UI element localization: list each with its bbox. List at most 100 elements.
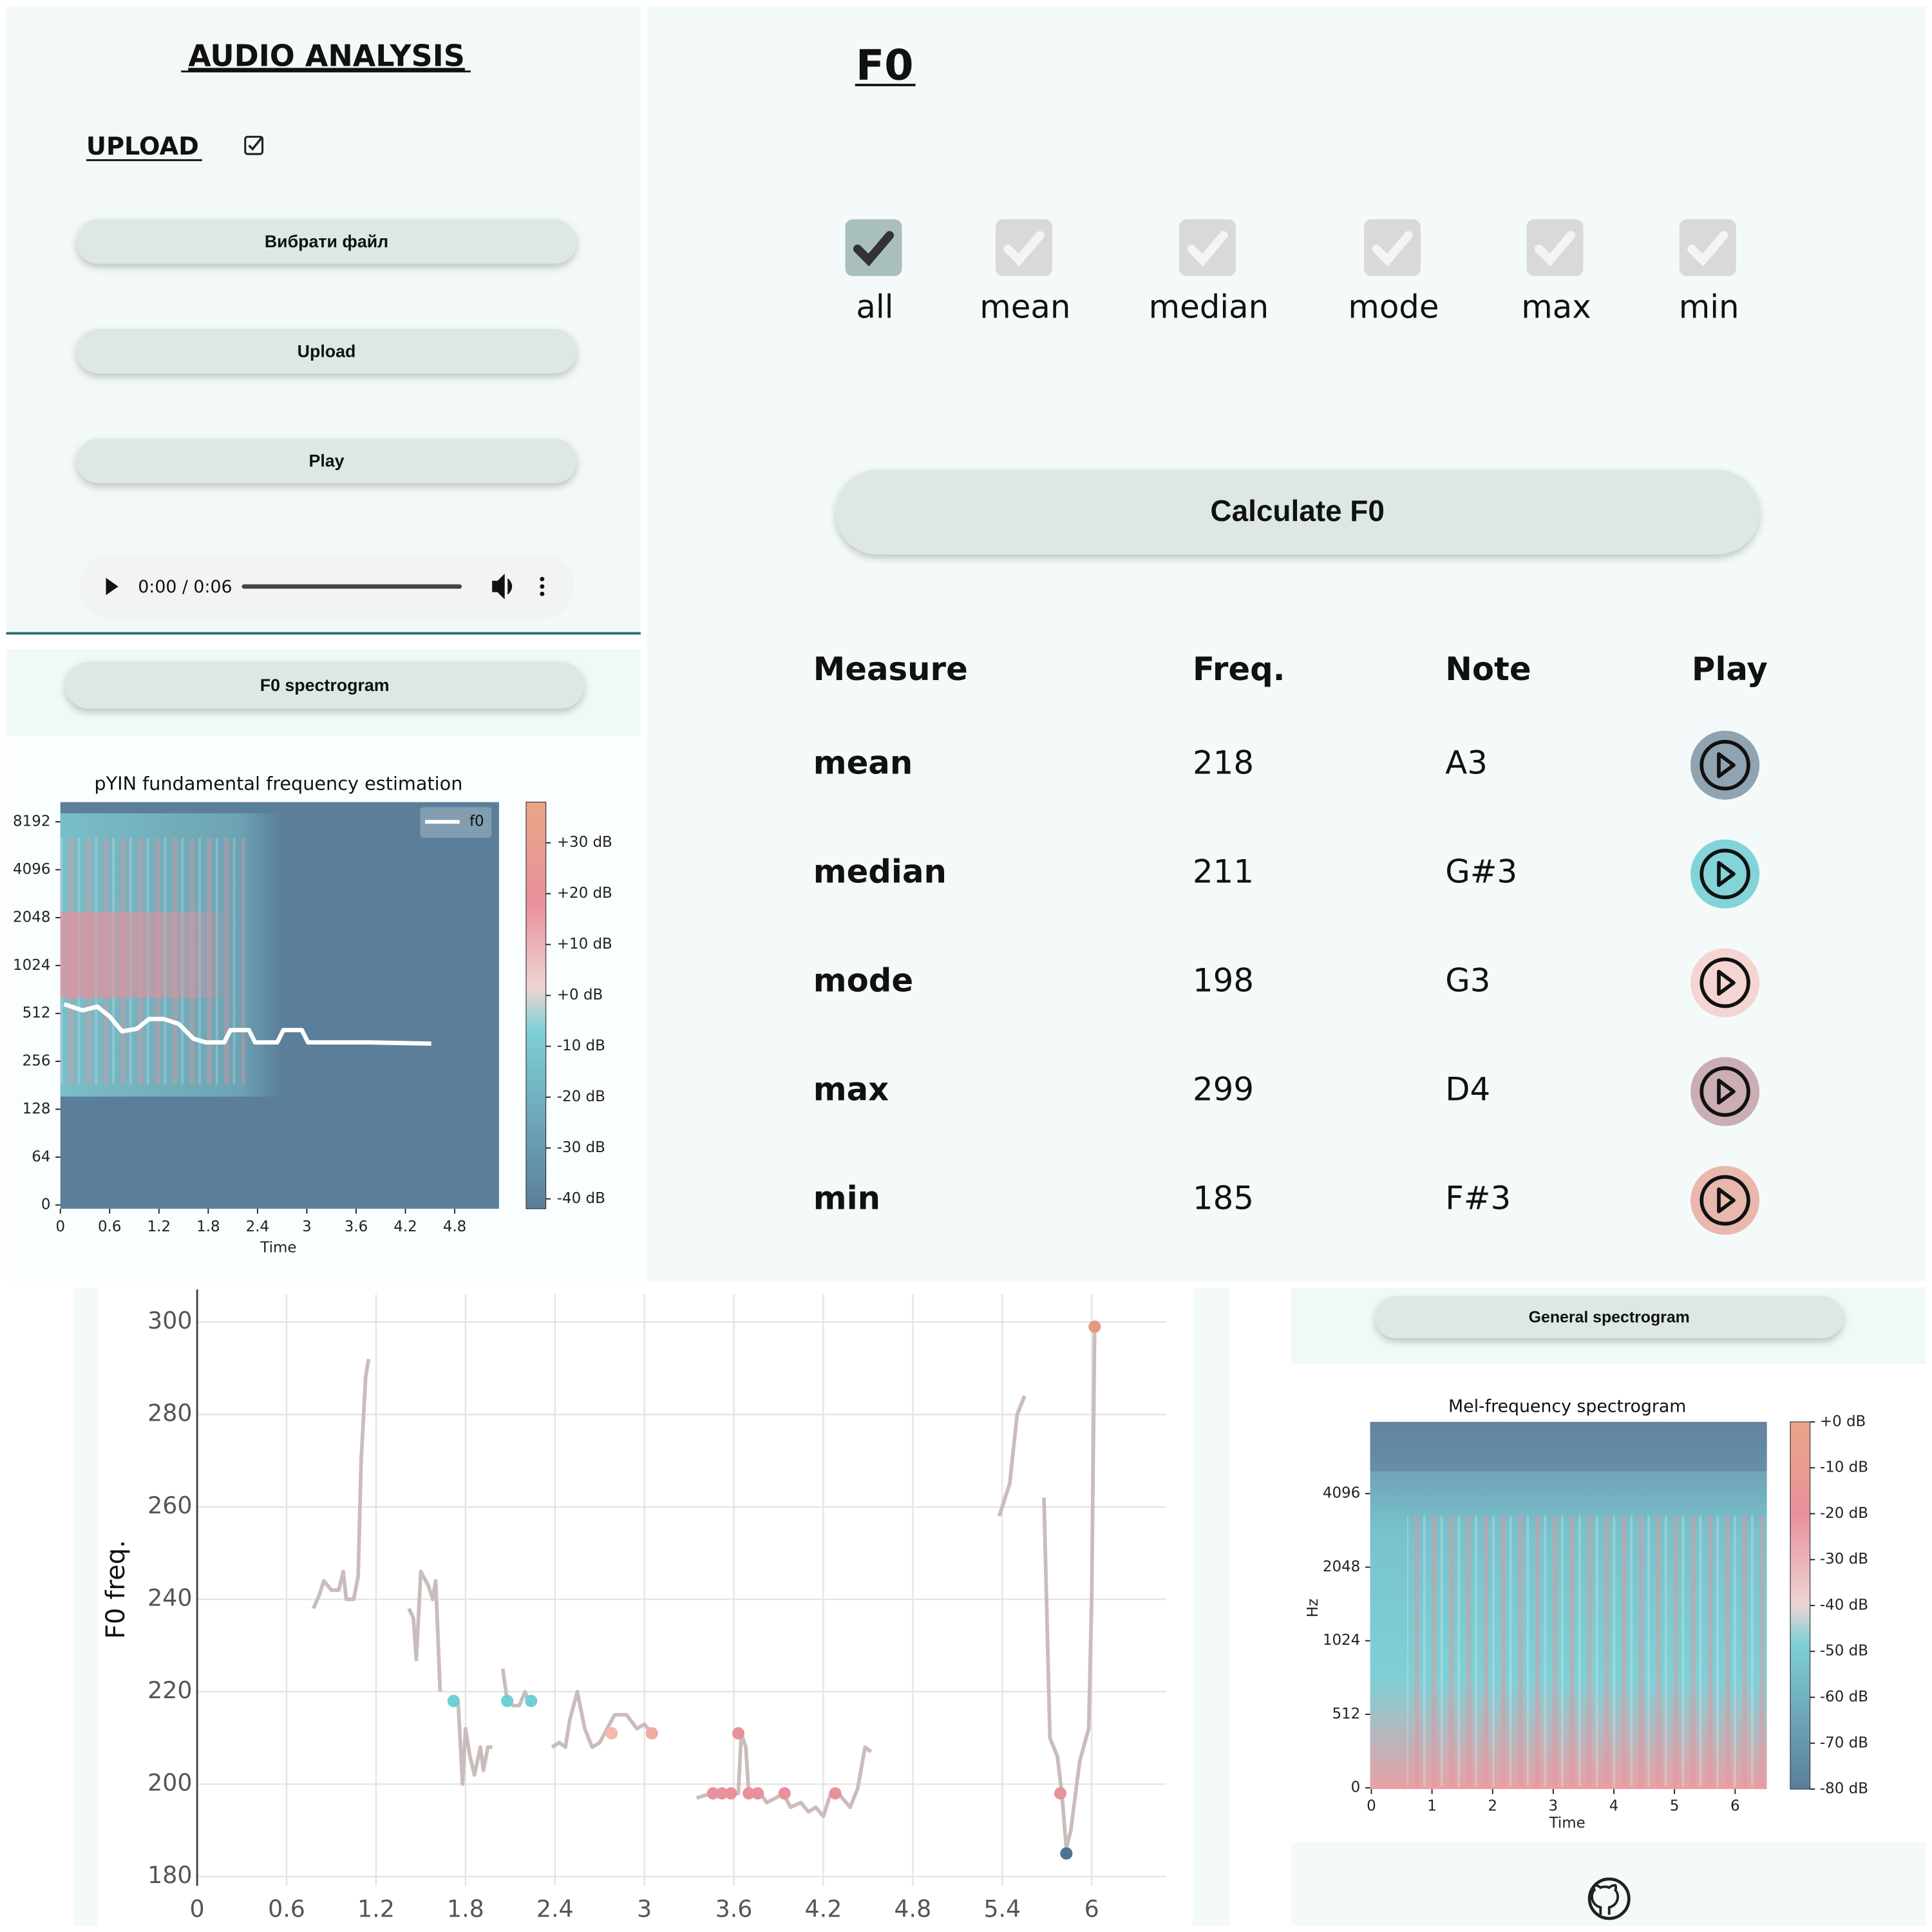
play-ring: [1700, 1175, 1750, 1226]
button-bg: [65, 661, 584, 709]
f0-point: [778, 1787, 791, 1800]
x-tick-label: 2: [1488, 1797, 1497, 1814]
f0-chart-area: [99, 1287, 1193, 1926]
button-bg: [76, 328, 577, 374]
f0-point: [1060, 1847, 1073, 1860]
colorbar-label: +20 dB: [557, 885, 612, 902]
checkbox-label: min: [1679, 289, 1739, 326]
button-label: Play: [308, 451, 344, 471]
checkbox[interactable]: [1179, 219, 1236, 276]
y-tick-label: 512: [23, 1005, 51, 1021]
spec-texture: [1370, 1421, 1767, 1472]
x-tick-label: 0: [190, 1895, 205, 1923]
colorbar: [1790, 1421, 1811, 1790]
button-label: General spectrogram: [1529, 1309, 1690, 1327]
checkbox[interactable]: [1363, 219, 1421, 276]
y-tick-label: 240: [147, 1584, 192, 1611]
checkbox[interactable]: [1679, 219, 1736, 276]
checkbox-label: median: [1149, 289, 1269, 326]
x-axis-label: Time: [1549, 1815, 1586, 1832]
table-cell: D4: [1445, 1070, 1490, 1108]
table-header: Measure: [813, 650, 968, 688]
checkbox-label: mode: [1348, 289, 1439, 326]
checkbox[interactable]: [845, 219, 902, 276]
colorbar-label: -60 dB: [1820, 1689, 1868, 1705]
sidebar-button[interactable]: Upload: [76, 328, 577, 374]
table-cell: 299: [1193, 1070, 1254, 1108]
f0-track: [63, 1002, 431, 1046]
x-tick-label: 4.8: [443, 1218, 466, 1235]
spec-harmonics: [60, 911, 307, 998]
f0-point: [605, 1727, 618, 1740]
button-bg: [1375, 1296, 1844, 1338]
f0-point: [1088, 1320, 1101, 1333]
sidebar-button[interactable]: Play: [76, 439, 577, 483]
checkbox[interactable]: [1526, 219, 1584, 276]
play-button[interactable]: [1690, 1166, 1760, 1235]
colorbar-label: -30 dB: [1820, 1551, 1868, 1567]
colorbar-label: -10 dB: [1820, 1459, 1868, 1476]
play-ring: [1700, 957, 1750, 1009]
calculate-button[interactable]: Calculate F0: [835, 469, 1760, 554]
x-tick-label: 4.2: [805, 1895, 842, 1923]
colorbar-label: -40 dB: [1820, 1596, 1868, 1613]
x-tick-label: 2.4: [246, 1218, 269, 1235]
checkbox-label: mean: [980, 289, 1070, 326]
colorbar-label: -30 dB: [557, 1139, 605, 1156]
general-spectrogram-button[interactable]: General spectrogram: [1375, 1296, 1844, 1338]
sidebar-button[interactable]: Вибрати файл: [76, 219, 577, 264]
play-button[interactable]: [1690, 730, 1760, 800]
y-tick-label: 2048: [13, 909, 50, 925]
y-tick-label: 220: [147, 1676, 192, 1704]
colorbar-label: -40 dB: [557, 1190, 605, 1207]
play-button[interactable]: [1690, 839, 1760, 909]
x-tick-label: 1.8: [447, 1895, 484, 1923]
colorbar: [526, 801, 547, 1209]
spec-texture: [1406, 1515, 1765, 1787]
y-tick-label: 0: [1351, 1779, 1361, 1796]
y-tick-label: 280: [147, 1399, 192, 1426]
f0-point: [752, 1787, 764, 1800]
f0-spectrogram-button[interactable]: F0 spectrogram: [65, 661, 584, 709]
legend-label: f0: [469, 813, 484, 830]
x-tick-label: 5.4: [983, 1895, 1021, 1923]
y-tick-label: 300: [147, 1307, 192, 1334]
spec-title: Mel-frequency spectrogram: [1448, 1396, 1686, 1416]
x-tick-label: 0: [1367, 1797, 1376, 1814]
colorbar-label: +10 dB: [557, 936, 612, 952]
play-button[interactable]: [1690, 1057, 1760, 1126]
y-tick-label: 128: [23, 1101, 51, 1117]
x-tick-label: 3: [302, 1218, 312, 1235]
table-cell: A3: [1445, 744, 1488, 782]
f0-point: [501, 1694, 514, 1707]
f0-point: [715, 1787, 728, 1800]
checkbox[interactable]: [995, 219, 1052, 276]
table-cell: min: [813, 1179, 880, 1217]
f0-point: [525, 1694, 538, 1707]
app-title: AUDIO ANALYSIS: [188, 38, 465, 73]
f0-point: [1054, 1787, 1067, 1800]
y-tick-label: 2048: [1323, 1558, 1360, 1575]
play-button[interactable]: [1690, 948, 1760, 1018]
y-axis-label: Hz: [1305, 1598, 1321, 1617]
table-cell: F#3: [1445, 1179, 1511, 1217]
x-tick-label: 4.8: [894, 1895, 931, 1923]
colorbar-label: -20 dB: [1820, 1505, 1868, 1522]
upload-label: UPLOAD: [86, 132, 199, 161]
checkbox-check: [853, 231, 895, 267]
table-cell: 218: [1193, 744, 1254, 782]
github-icon[interactable]: [1587, 1877, 1631, 1920]
table-cell: 198: [1193, 962, 1254, 999]
table-cell: 211: [1193, 853, 1254, 891]
x-tick-label: 6: [1730, 1797, 1740, 1814]
audio-player[interactable]: [79, 554, 574, 619]
f0-point: [743, 1787, 755, 1800]
x-tick-label: 3.6: [345, 1218, 368, 1235]
y-tick-label: 256: [23, 1053, 51, 1070]
y-tick-label: 0: [41, 1197, 51, 1213]
colorbar-label: +0 dB: [1820, 1413, 1866, 1430]
x-tick-label: 3.6: [715, 1895, 753, 1923]
x-tick-label: 2.4: [536, 1895, 574, 1923]
y-axis-label: F0 freq.: [101, 1540, 131, 1639]
x-tick-label: 3: [637, 1895, 652, 1923]
